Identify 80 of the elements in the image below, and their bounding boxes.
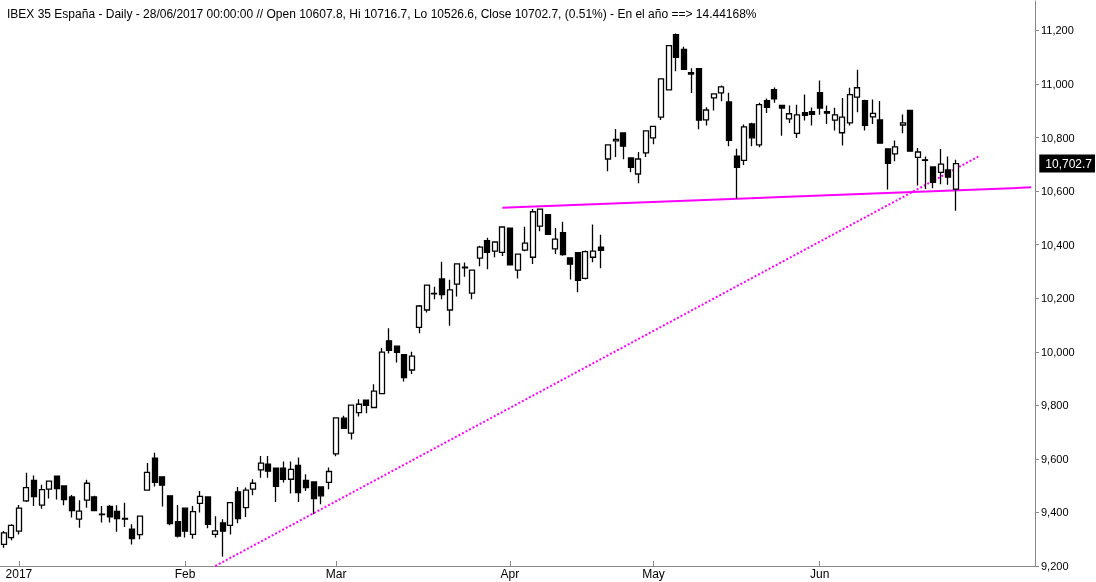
- candlestick: [400, 353, 408, 383]
- y-tick-label: 9,200: [1041, 560, 1069, 572]
- candlestick: [128, 523, 136, 546]
- candlestick: [657, 78, 665, 121]
- y-tick-label: 10,000: [1041, 345, 1075, 358]
- candlestick: [332, 417, 340, 457]
- candlestick: [446, 279, 454, 327]
- y-tick-label: 11,000: [1041, 78, 1074, 91]
- x-tick-label: Apr: [500, 567, 520, 581]
- candlestick: [551, 227, 559, 255]
- candlestick: [438, 261, 446, 300]
- candlestick: [189, 505, 197, 540]
- y-tick-label: 11,200: [1041, 24, 1074, 37]
- candlestick: [393, 345, 401, 364]
- candlestick: [604, 144, 612, 172]
- candlestick: [211, 515, 219, 539]
- x-tick-label: Mar: [325, 567, 347, 581]
- candlestick: [680, 46, 688, 70]
- candlestick: [196, 490, 204, 514]
- candlestick: [249, 478, 257, 496]
- y-tick-label: 10,600: [1041, 185, 1075, 198]
- candlestick: [861, 99, 869, 132]
- candlestick: [22, 472, 30, 503]
- candlestick: [597, 234, 605, 269]
- candlestick: [242, 486, 250, 518]
- candlestick: [952, 159, 960, 212]
- candlestick: [687, 67, 695, 94]
- y-tick-label: 10,200: [1041, 292, 1075, 305]
- candlestick: [378, 347, 386, 395]
- x-tick-label: 2017: [5, 567, 33, 581]
- text: IBEX 35 España - Daily - 28/06/2017 00:00:00 // Open 10607.8, Hi 10716.7, Lo 10526.6, Close 10702.7, (0.51%) - En el año ==> 14.44168%: [7, 7, 757, 21]
- candlestick: [589, 223, 597, 263]
- candlestick: [468, 269, 476, 300]
- candlestick: [370, 383, 378, 409]
- candlestick: [770, 86, 778, 104]
- x-tick-label: Feb: [174, 567, 196, 581]
- candlestick: [929, 166, 937, 189]
- candlestick: [461, 261, 469, 278]
- candlestick: [204, 496, 212, 529]
- candlestick: [778, 103, 786, 137]
- y-tick-label: 10,800: [1041, 131, 1075, 144]
- candlestick: [869, 98, 877, 125]
- candlestick: [15, 504, 23, 536]
- candlestick: [544, 214, 552, 235]
- candlestick: [763, 97, 771, 114]
- candlestick: [166, 495, 174, 526]
- candlestick: [30, 474, 38, 507]
- candlestick: [816, 79, 824, 116]
- candlestick: [121, 502, 129, 528]
- candlestick: [506, 227, 514, 266]
- candlestick: [823, 104, 831, 125]
- candlestick: [302, 473, 310, 492]
- candlestick: [521, 226, 529, 253]
- candlestick: [415, 304, 423, 334]
- candlestick: [325, 466, 333, 490]
- candlestick: [408, 351, 416, 375]
- candlestick: [921, 155, 929, 190]
- candlestick: [710, 93, 718, 112]
- candlestick: [876, 100, 884, 144]
- candlestick: [793, 103, 801, 139]
- candlestick: [98, 505, 106, 524]
- x-tick-label: Jun: [810, 567, 830, 581]
- y-tick-label: 9,600: [1041, 452, 1069, 465]
- y-tick-label: 9,800: [1041, 399, 1069, 412]
- candlestick: [785, 104, 793, 124]
- candlestick: [914, 147, 922, 187]
- candlestick: [559, 220, 567, 257]
- candlestick: [385, 327, 393, 355]
- y-tick-label: 10,400: [1041, 238, 1075, 251]
- candlestick: [725, 92, 733, 147]
- candlestick: [453, 263, 461, 298]
- candlestick: [717, 84, 725, 102]
- y-tick-label: 9,400: [1041, 506, 1069, 519]
- candlestick: [234, 486, 242, 524]
- candlestick: [514, 253, 522, 280]
- candlestick: [566, 257, 574, 281]
- candlestick: [143, 462, 151, 491]
- x-tick-label: May: [642, 567, 665, 581]
- text: 10,702.7: [1045, 156, 1093, 171]
- candlestick: [136, 515, 144, 540]
